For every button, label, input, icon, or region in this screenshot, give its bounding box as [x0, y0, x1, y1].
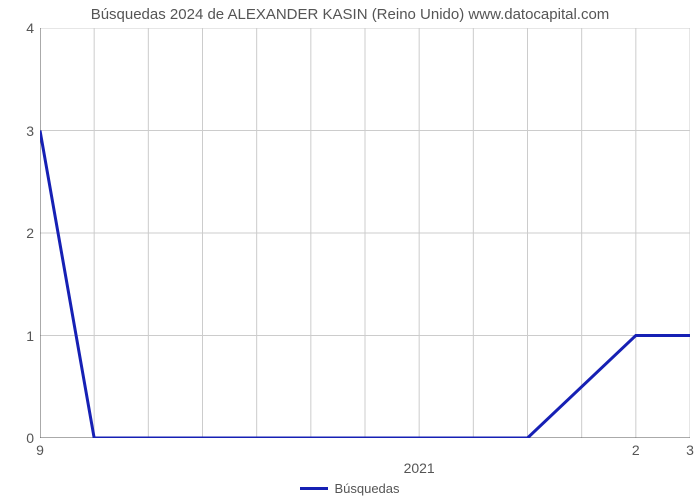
y-tick-label: 4	[26, 20, 34, 36]
y-tick-label: 2	[26, 225, 34, 241]
y-tick-label: 1	[26, 328, 34, 344]
chart-title: Búsquedas 2024 de ALEXANDER KASIN (Reino…	[0, 6, 700, 23]
chart-container: Búsquedas 2024 de ALEXANDER KASIN (Reino…	[0, 0, 700, 500]
x-tick-label: 2	[632, 442, 640, 458]
legend-item: Búsquedas	[300, 481, 399, 496]
x-tick-label: 3	[686, 442, 694, 458]
x-axis-label: 2021	[404, 460, 435, 476]
legend-swatch	[300, 487, 328, 490]
chart-plot	[40, 28, 690, 438]
x-tick-label: 9	[36, 442, 44, 458]
legend-label: Búsquedas	[334, 481, 399, 496]
y-tick-label: 0	[26, 430, 34, 446]
y-tick-label: 3	[26, 123, 34, 139]
chart-legend: Búsquedas	[0, 477, 700, 496]
